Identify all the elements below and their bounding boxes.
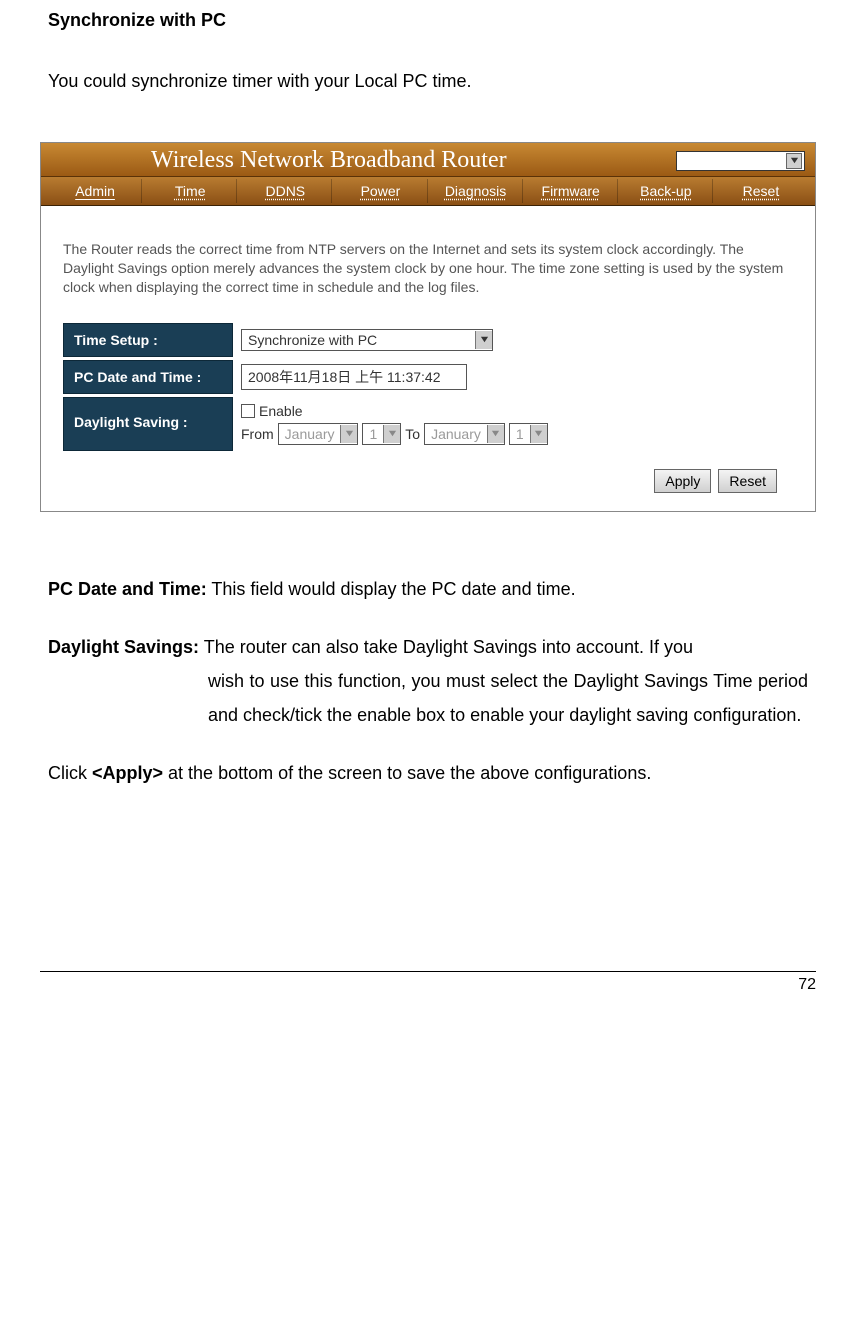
to-day-select[interactable]: 1 [509, 423, 548, 445]
time-setup-select[interactable]: Synchronize with PC [241, 329, 493, 351]
apply-button[interactable]: Apply [654, 469, 711, 493]
from-month-select[interactable]: January [278, 423, 359, 445]
chevron-down-icon [487, 425, 504, 443]
tab-backup[interactable]: Back-up [620, 179, 713, 203]
tab-reset[interactable]: Reset [715, 179, 807, 203]
closing-instruction: Click <Apply> at the bottom of the scree… [48, 756, 808, 790]
ds-text-rest: wish to use this function, you must sele… [48, 664, 808, 732]
enable-label: Enable [259, 403, 303, 419]
row-pc-date: PC Date and Time : 2008年11月18日 上午 11:37:… [63, 360, 787, 394]
tab-time[interactable]: Time [144, 179, 237, 203]
ds-term: Daylight Savings: [48, 637, 199, 657]
closing-pre: Click [48, 763, 92, 783]
enable-checkbox[interactable] [241, 404, 255, 418]
chevron-down-icon [383, 425, 400, 443]
chevron-down-icon [530, 425, 547, 443]
pc-date-label: PC Date and Time : [63, 360, 233, 394]
to-day-value: 1 [510, 424, 530, 444]
to-month-value: January [425, 424, 487, 444]
tab-bar: Admin Time DDNS Power Diagnosis Firmware… [41, 177, 815, 206]
doc-heading: Synchronize with PC [48, 10, 816, 31]
chevron-down-icon [786, 153, 802, 169]
router-description: The Router reads the correct time from N… [63, 240, 787, 297]
to-month-select[interactable]: January [424, 423, 505, 445]
pc-date-term: PC Date and Time: [48, 579, 207, 599]
tab-power[interactable]: Power [334, 179, 427, 203]
button-row: Apply Reset [63, 469, 787, 493]
mode-select[interactable]: AP Router Mode [676, 151, 805, 171]
pc-date-text: This field would display the PC date and… [207, 579, 576, 599]
page-number: 72 [798, 976, 816, 993]
tab-diagnosis[interactable]: Diagnosis [430, 179, 523, 203]
daylight-savings-definition: Daylight Savings: The router can also ta… [48, 630, 808, 733]
reset-button[interactable]: Reset [718, 469, 777, 493]
mode-select-value: AP Router Mode [679, 153, 782, 169]
from-month-value: January [279, 424, 341, 444]
router-header: Wireless Network Broadband Router AP Rou… [41, 143, 815, 177]
chevron-down-icon [475, 331, 492, 349]
router-ui-screenshot: Wireless Network Broadband Router AP Rou… [40, 142, 816, 512]
router-title: Wireless Network Broadband Router [151, 147, 507, 174]
closing-post: at the bottom of the screen to save the … [163, 763, 651, 783]
from-day-value: 1 [363, 424, 383, 444]
router-body: The Router reads the correct time from N… [41, 206, 815, 511]
page-footer: 72 [40, 971, 816, 994]
row-time-setup: Time Setup : Synchronize with PC [63, 323, 787, 357]
daylight-saving-label: Daylight Saving : [63, 397, 233, 451]
pc-date-value: 2008年11月18日 上午 11:37:42 [241, 364, 467, 390]
ds-text-first: The router can also take Daylight Saving… [199, 637, 693, 657]
row-daylight-saving: Daylight Saving : Enable From January 1 [63, 397, 787, 451]
time-setup-value: Synchronize with PC [242, 330, 383, 350]
tab-ddns[interactable]: DDNS [239, 179, 332, 203]
pc-date-definition: PC Date and Time: This field would displ… [48, 572, 808, 606]
tab-admin[interactable]: Admin [49, 179, 142, 203]
from-label: From [241, 426, 274, 442]
tab-firmware[interactable]: Firmware [525, 179, 618, 203]
chevron-down-icon [340, 425, 357, 443]
from-day-select[interactable]: 1 [362, 423, 401, 445]
time-setup-label: Time Setup : [63, 323, 233, 357]
doc-intro: You could synchronize timer with your Lo… [48, 71, 816, 92]
closing-apply: <Apply> [92, 763, 163, 783]
to-label: To [405, 426, 420, 442]
